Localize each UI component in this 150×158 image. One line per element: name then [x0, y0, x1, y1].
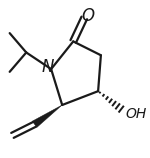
Polygon shape: [32, 105, 62, 128]
Text: OH: OH: [125, 107, 146, 121]
Text: N: N: [42, 58, 54, 76]
Text: O: O: [81, 7, 94, 25]
